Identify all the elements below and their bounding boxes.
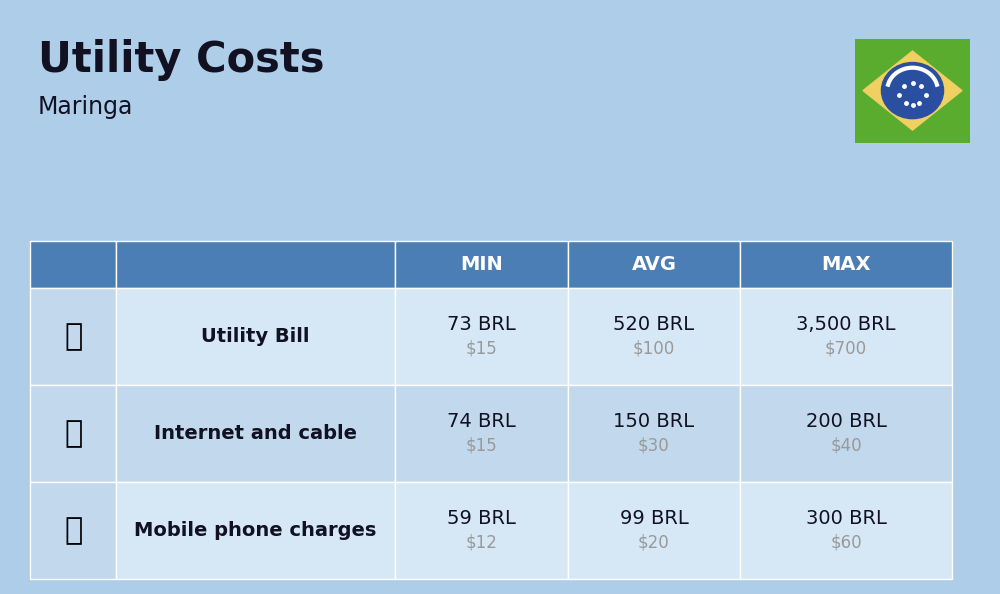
- Text: 📱: 📱: [64, 516, 82, 545]
- Text: 74 BRL: 74 BRL: [447, 412, 516, 431]
- Text: 3,500 BRL: 3,500 BRL: [796, 315, 896, 334]
- Text: AVG: AVG: [632, 255, 676, 274]
- Text: MIN: MIN: [460, 255, 503, 274]
- Text: $100: $100: [633, 339, 675, 357]
- Text: Internet and cable: Internet and cable: [154, 424, 357, 443]
- Text: 300 BRL: 300 BRL: [806, 510, 886, 529]
- Text: 59 BRL: 59 BRL: [447, 510, 516, 529]
- Text: Maringa: Maringa: [38, 95, 133, 119]
- Text: 📶: 📶: [64, 419, 82, 448]
- Text: $40: $40: [830, 436, 862, 454]
- Text: 150 BRL: 150 BRL: [613, 412, 695, 431]
- Text: MAX: MAX: [821, 255, 871, 274]
- Text: 99 BRL: 99 BRL: [620, 510, 688, 529]
- Circle shape: [881, 62, 944, 119]
- Text: 200 BRL: 200 BRL: [806, 412, 886, 431]
- Polygon shape: [863, 51, 962, 130]
- Text: Utility Bill: Utility Bill: [201, 327, 310, 346]
- Text: $12: $12: [465, 533, 497, 551]
- Text: $60: $60: [830, 533, 862, 551]
- Text: Utility Costs: Utility Costs: [38, 39, 324, 81]
- Text: $30: $30: [638, 436, 670, 454]
- Text: 73 BRL: 73 BRL: [447, 315, 516, 334]
- Text: 520 BRL: 520 BRL: [613, 315, 695, 334]
- Text: Mobile phone charges: Mobile phone charges: [134, 521, 377, 540]
- Text: $15: $15: [465, 339, 497, 357]
- Text: $20: $20: [638, 533, 670, 551]
- Text: $700: $700: [825, 339, 867, 357]
- Text: $15: $15: [465, 436, 497, 454]
- Text: 🔌: 🔌: [64, 322, 82, 351]
